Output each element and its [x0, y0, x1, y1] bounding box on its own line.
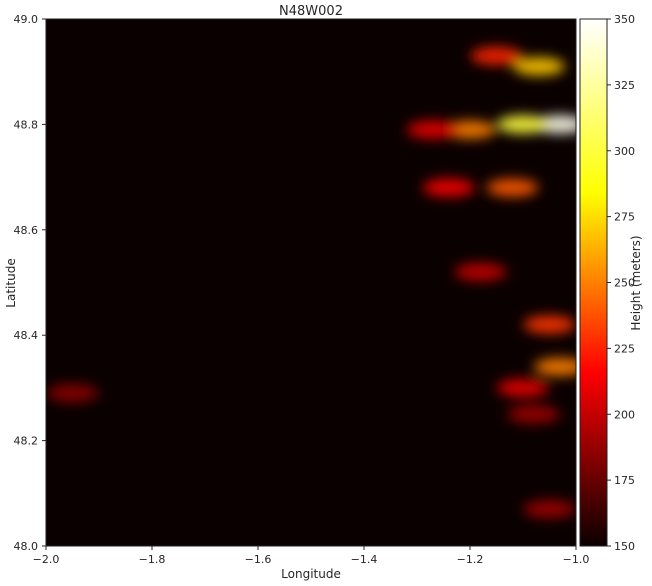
- terrain-cell: [454, 262, 507, 281]
- y-axis-ticks: 48.0 48.2 48.4 48.6 48.8 49.0: [14, 13, 46, 553]
- colorbar-tick-label: 300: [614, 145, 635, 158]
- x-tick-label: −2.0: [33, 553, 60, 566]
- terrain-cell: [444, 120, 496, 139]
- x-axis-ticks: −2.0 −1.8 −1.6 −1.4 −1.2 −1.0: [33, 546, 590, 566]
- y-tick-label: 49.0: [14, 13, 39, 26]
- x-tick-label: −1.0: [563, 553, 590, 566]
- y-tick-label: 48.2: [14, 435, 39, 448]
- terrain-cell: [534, 357, 576, 376]
- terrain-cell: [422, 178, 475, 197]
- x-tick-label: −1.8: [139, 553, 166, 566]
- y-tick-label: 48.6: [14, 224, 39, 237]
- colorbar-tick-label: 200: [614, 408, 635, 421]
- terrain-cell: [507, 405, 560, 424]
- colorbar-tick-label: 250: [614, 277, 635, 290]
- x-tick-label: −1.2: [457, 553, 484, 566]
- y-tick-label: 48.0: [14, 540, 39, 553]
- chart-title: N48W002: [279, 4, 343, 19]
- colorbar-tick-label: 325: [614, 79, 635, 92]
- terrain-cell: [497, 378, 549, 397]
- y-tick-label: 48.4: [14, 329, 39, 342]
- terrain-cell: [512, 57, 565, 76]
- colorbar: [579, 18, 608, 547]
- x-tick-label: −1.4: [351, 553, 378, 566]
- y-tick-label: 48.8: [14, 118, 39, 131]
- terrain-cell: [497, 115, 549, 134]
- terrain-cell: [406, 120, 459, 139]
- colorbar-tick-label: 350: [614, 13, 635, 26]
- terrain-cell: [470, 46, 523, 65]
- colorbar-tick-label: 150: [614, 540, 635, 553]
- terrain-cell: [523, 315, 576, 334]
- terrain-cell: [46, 384, 99, 403]
- terrain-cell: [486, 178, 539, 197]
- terrain-cell: [523, 500, 576, 519]
- colorbar-ticks: 150 175 200 225 250 275 300 325 350: [607, 13, 635, 553]
- plot-frame: [45, 18, 577, 547]
- terrain-layer: [46, 46, 576, 519]
- colorbar-tick-label: 225: [614, 342, 635, 355]
- y-axis-label: Latitude: [4, 258, 18, 307]
- x-tick-label: −1.6: [245, 553, 272, 566]
- colorbar-label: Height (meters): [629, 235, 643, 330]
- colorbar-tick-label: 275: [614, 211, 635, 224]
- plot-background: [46, 19, 576, 546]
- colorbar-tick-label: 175: [614, 474, 635, 487]
- x-axis-label: Longitude: [281, 567, 341, 581]
